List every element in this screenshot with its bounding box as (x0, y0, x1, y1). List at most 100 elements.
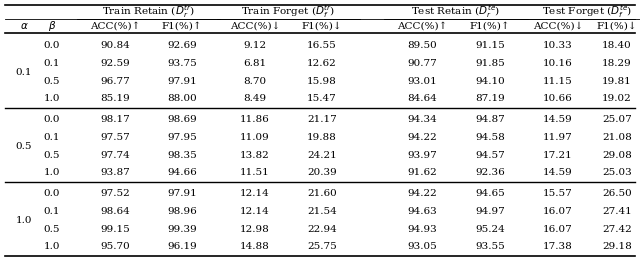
Text: 1.0: 1.0 (44, 242, 60, 251)
Text: 21.54: 21.54 (307, 207, 337, 216)
Text: 94.57: 94.57 (475, 151, 505, 159)
Text: 93.55: 93.55 (475, 242, 505, 251)
Text: 0.0: 0.0 (44, 189, 60, 199)
Text: 19.02: 19.02 (602, 94, 632, 103)
Text: 94.66: 94.66 (167, 168, 197, 177)
Text: 1.0: 1.0 (16, 216, 32, 225)
Text: 1.0: 1.0 (44, 94, 60, 103)
Text: 94.93: 94.93 (407, 225, 437, 233)
Text: 13.82: 13.82 (240, 151, 270, 159)
Text: F1(%)↓: F1(%)↓ (596, 21, 637, 31)
Text: ACC(%)↑: ACC(%)↑ (90, 21, 140, 31)
Text: $\alpha$: $\alpha$ (20, 21, 28, 31)
Text: 93.75: 93.75 (167, 59, 197, 68)
Text: 25.07: 25.07 (602, 116, 632, 125)
Text: F1(%)↑: F1(%)↑ (162, 21, 202, 31)
Text: 10.33: 10.33 (543, 42, 573, 50)
Text: 98.96: 98.96 (167, 207, 197, 216)
Text: 90.77: 90.77 (407, 59, 437, 68)
Text: 96.77: 96.77 (100, 76, 130, 85)
Text: 24.21: 24.21 (307, 151, 337, 159)
Text: 15.98: 15.98 (307, 76, 337, 85)
Text: 17.21: 17.21 (543, 151, 573, 159)
Text: 0.1: 0.1 (16, 68, 32, 77)
Text: 92.36: 92.36 (475, 168, 505, 177)
Text: F1(%)↓: F1(%)↓ (301, 21, 342, 31)
Text: 12.14: 12.14 (240, 207, 270, 216)
Text: 94.87: 94.87 (475, 116, 505, 125)
Text: 0.0: 0.0 (44, 116, 60, 125)
Text: 89.50: 89.50 (407, 42, 437, 50)
Text: 0.5: 0.5 (16, 142, 32, 151)
Text: 94.63: 94.63 (407, 207, 437, 216)
Text: 8.49: 8.49 (243, 94, 267, 103)
Text: 94.58: 94.58 (475, 133, 505, 142)
Text: 0.1: 0.1 (44, 207, 60, 216)
Text: 94.10: 94.10 (475, 76, 505, 85)
Text: 91.85: 91.85 (475, 59, 505, 68)
Text: 20.39: 20.39 (307, 168, 337, 177)
Text: 91.15: 91.15 (475, 42, 505, 50)
Text: 21.17: 21.17 (307, 116, 337, 125)
Text: ACC(%)↑: ACC(%)↑ (397, 21, 447, 31)
Text: 97.95: 97.95 (167, 133, 197, 142)
Text: 88.00: 88.00 (167, 94, 197, 103)
Text: 0.5: 0.5 (44, 151, 60, 159)
Text: 16.55: 16.55 (307, 42, 337, 50)
Text: 94.97: 94.97 (475, 207, 505, 216)
Text: 14.59: 14.59 (543, 168, 573, 177)
Text: 95.70: 95.70 (100, 242, 130, 251)
Text: 93.87: 93.87 (100, 168, 130, 177)
Text: 97.91: 97.91 (167, 189, 197, 199)
Text: 96.19: 96.19 (167, 242, 197, 251)
Text: 0.1: 0.1 (44, 133, 60, 142)
Text: 26.50: 26.50 (602, 189, 632, 199)
Text: 27.41: 27.41 (602, 207, 632, 216)
Text: 25.03: 25.03 (602, 168, 632, 177)
Text: 11.97: 11.97 (543, 133, 573, 142)
Text: 90.84: 90.84 (100, 42, 130, 50)
Text: 29.18: 29.18 (602, 242, 632, 251)
Text: 21.08: 21.08 (602, 133, 632, 142)
Text: 15.57: 15.57 (543, 189, 573, 199)
Text: 11.15: 11.15 (543, 76, 573, 85)
Text: 92.69: 92.69 (167, 42, 197, 50)
Text: 11.51: 11.51 (240, 168, 270, 177)
Text: Train Retain ($D_r^{tr}$): Train Retain ($D_r^{tr}$) (102, 3, 195, 20)
Text: 1.0: 1.0 (44, 168, 60, 177)
Text: 10.16: 10.16 (543, 59, 573, 68)
Text: 10.66: 10.66 (543, 94, 573, 103)
Text: 0.5: 0.5 (44, 76, 60, 85)
Text: 0.5: 0.5 (44, 225, 60, 233)
Text: Test Retain ($D_r^{te}$): Test Retain ($D_r^{te}$) (412, 3, 500, 20)
Text: 94.34: 94.34 (407, 116, 437, 125)
Text: 99.15: 99.15 (100, 225, 130, 233)
Text: 87.19: 87.19 (475, 94, 505, 103)
Text: Train Forget ($D_f^{tr}$): Train Forget ($D_f^{tr}$) (241, 3, 335, 20)
Text: 97.57: 97.57 (100, 133, 130, 142)
Text: 22.94: 22.94 (307, 225, 337, 233)
Text: 91.62: 91.62 (407, 168, 437, 177)
Text: 12.62: 12.62 (307, 59, 337, 68)
Text: 8.70: 8.70 (243, 76, 267, 85)
Text: 95.24: 95.24 (475, 225, 505, 233)
Text: 12.98: 12.98 (240, 225, 270, 233)
Text: 98.69: 98.69 (167, 116, 197, 125)
Text: Test Forget ($D_f^{te}$): Test Forget ($D_f^{te}$) (542, 3, 632, 20)
Text: 14.59: 14.59 (543, 116, 573, 125)
Text: 17.38: 17.38 (543, 242, 573, 251)
Text: $\beta$: $\beta$ (48, 19, 56, 33)
Text: 94.65: 94.65 (475, 189, 505, 199)
Text: 11.86: 11.86 (240, 116, 270, 125)
Text: 93.97: 93.97 (407, 151, 437, 159)
Text: 12.14: 12.14 (240, 189, 270, 199)
Text: 19.88: 19.88 (307, 133, 337, 142)
Text: 98.17: 98.17 (100, 116, 130, 125)
Text: 99.39: 99.39 (167, 225, 197, 233)
Text: 98.64: 98.64 (100, 207, 130, 216)
Text: 16.07: 16.07 (543, 225, 573, 233)
Text: 19.81: 19.81 (602, 76, 632, 85)
Text: 18.29: 18.29 (602, 59, 632, 68)
Text: 18.40: 18.40 (602, 42, 632, 50)
Text: 0.1: 0.1 (44, 59, 60, 68)
